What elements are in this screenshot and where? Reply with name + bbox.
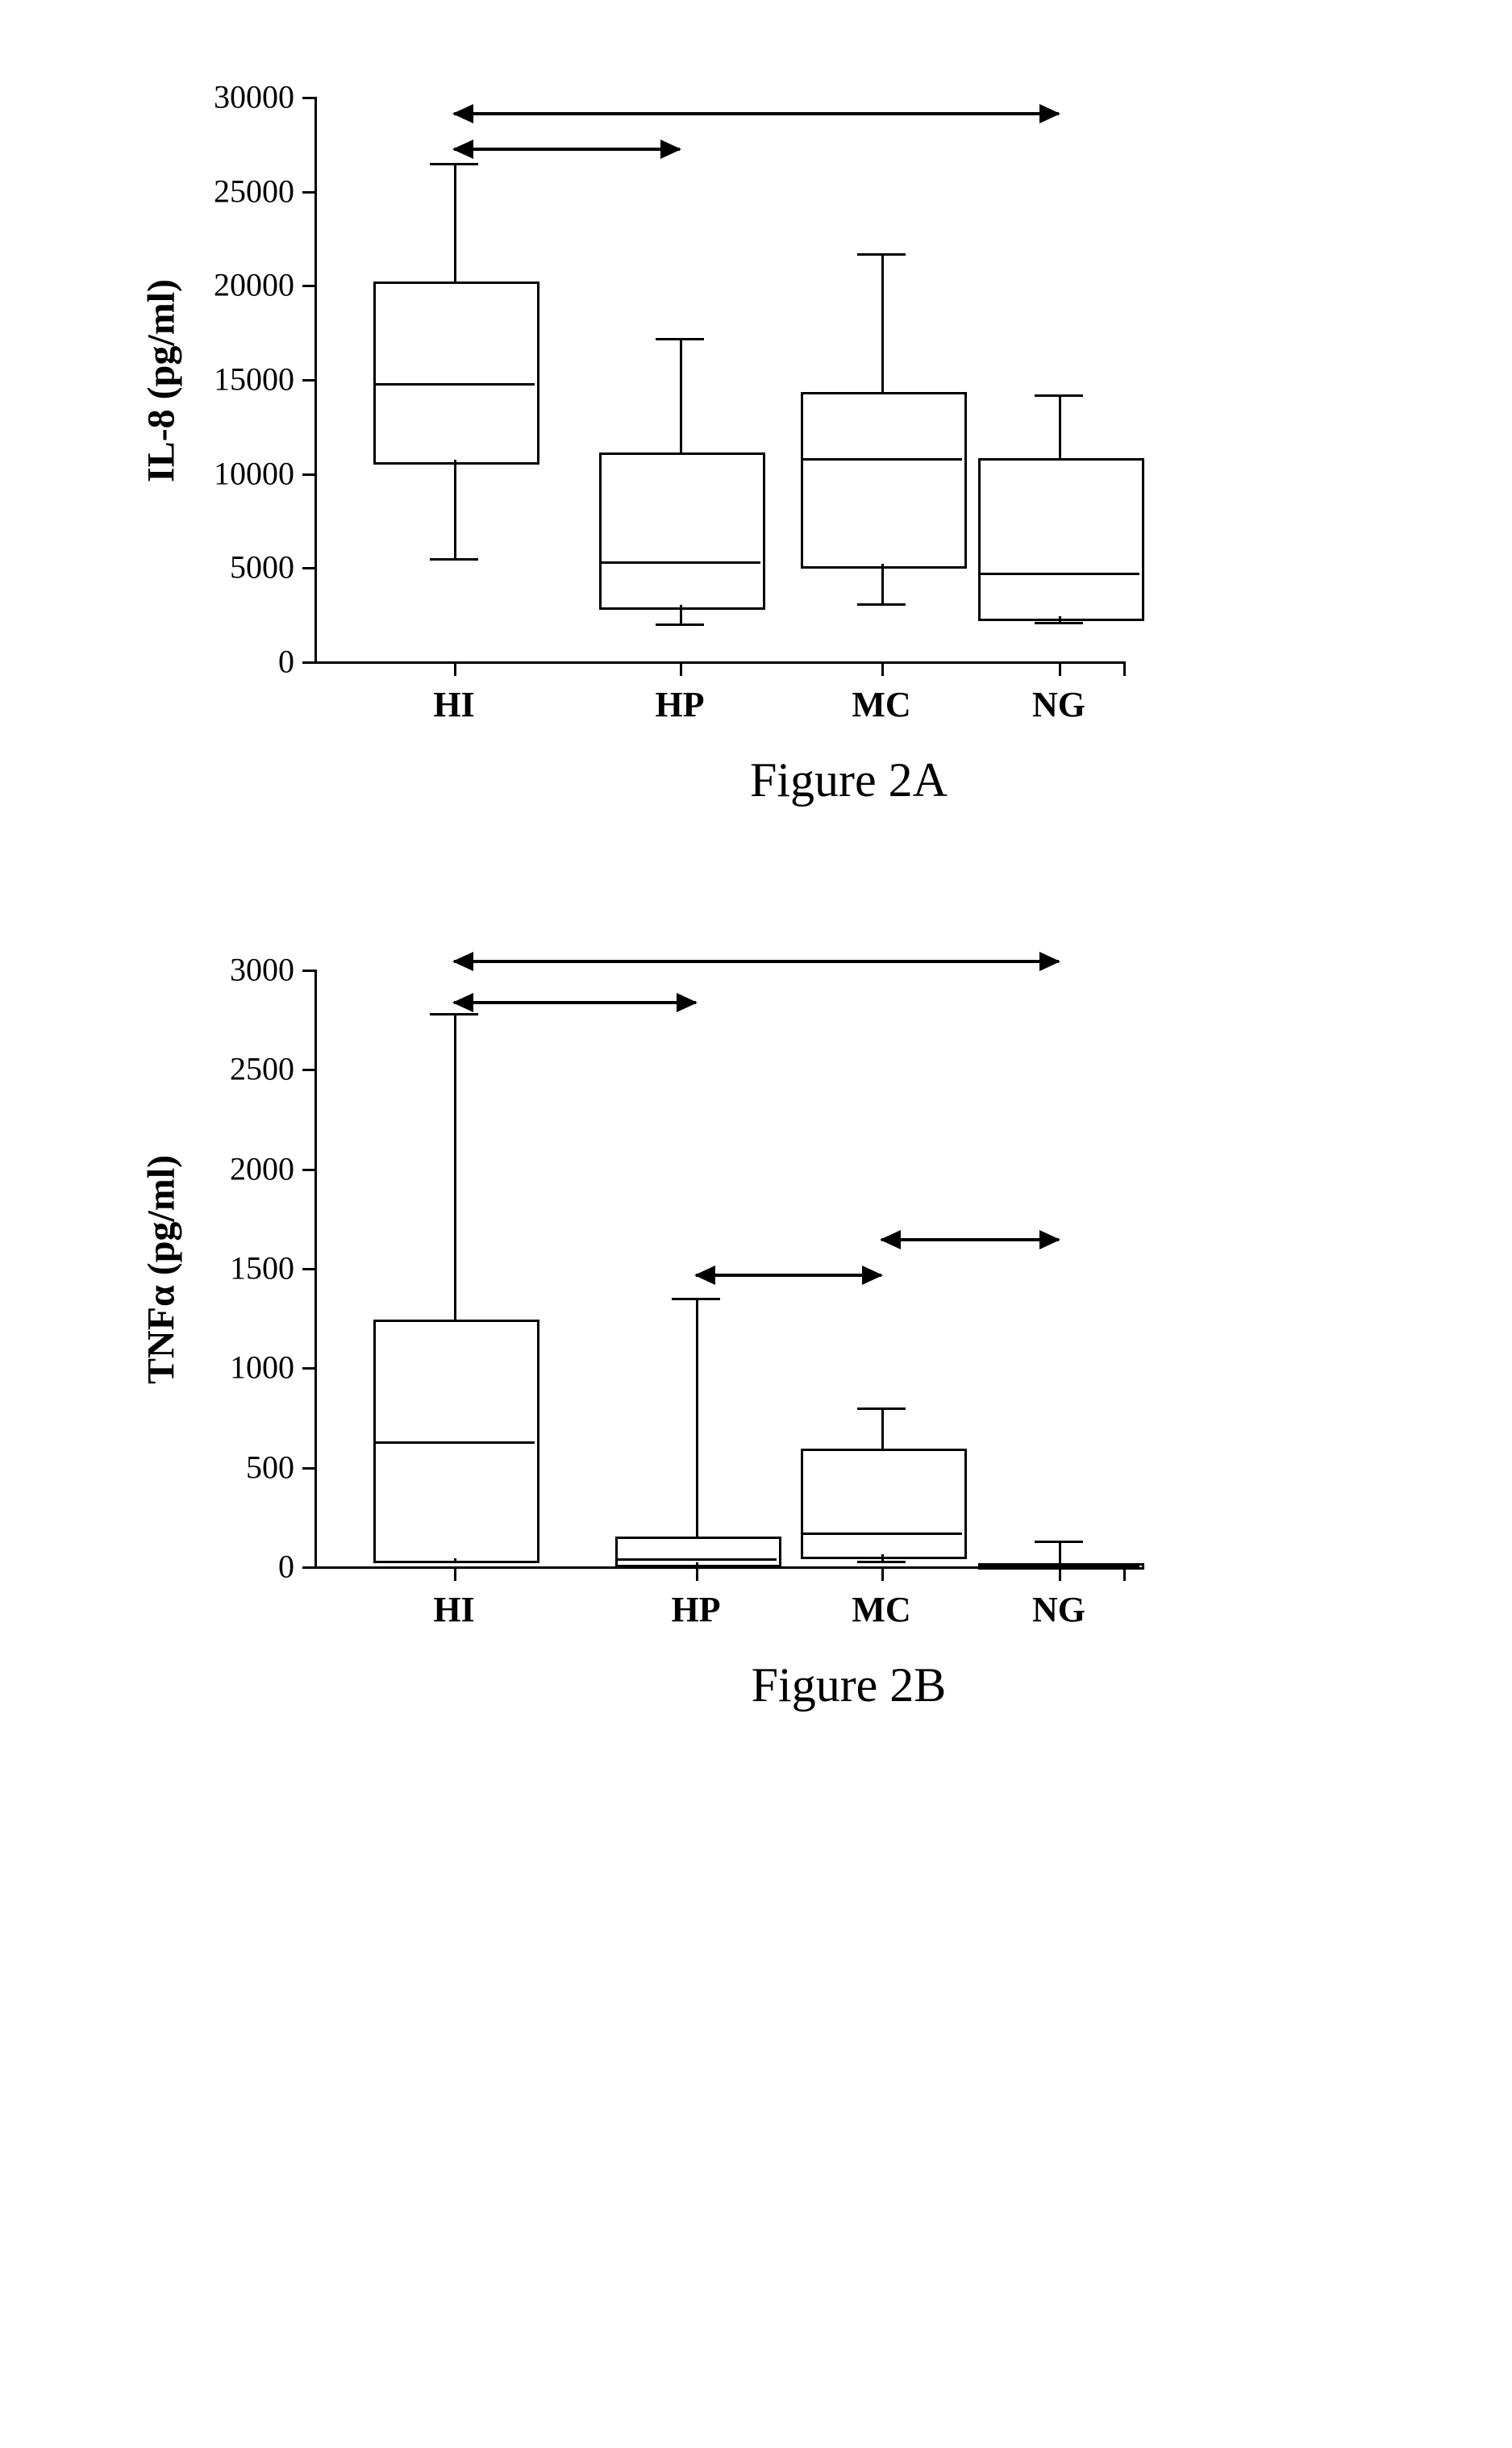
x-tick-label: NG — [1032, 1566, 1085, 1630]
whisker-cap — [430, 1561, 478, 1563]
median-line — [801, 1533, 962, 1535]
whisker-cap — [857, 253, 906, 256]
whisker-cap — [857, 603, 906, 606]
significance-arrow — [881, 1238, 1059, 1241]
whisker-cap — [857, 1407, 906, 1410]
x-tick-label: HP — [655, 661, 704, 725]
median-line — [801, 458, 962, 461]
y-axis-label-b: TNFα (pg/ml) — [140, 1154, 184, 1383]
box — [615, 1537, 781, 1567]
median-line — [615, 1558, 777, 1561]
median-line — [599, 561, 760, 564]
significance-arrow — [454, 148, 680, 151]
y-tick-label: 2000 — [230, 1149, 317, 1187]
y-tick-label: 2500 — [230, 1050, 317, 1088]
whisker-cap — [430, 1013, 478, 1015]
whisker — [1059, 616, 1061, 622]
whisker — [680, 605, 682, 623]
box — [801, 1449, 967, 1559]
box — [978, 458, 1144, 621]
whisker-cap — [656, 338, 704, 340]
whisker — [881, 1407, 884, 1449]
x-tick-label: NG — [1032, 661, 1085, 725]
box — [801, 392, 967, 568]
significance-arrow — [696, 1274, 881, 1277]
y-tick-label: 500 — [246, 1448, 317, 1486]
whisker-cap — [1035, 622, 1083, 624]
box — [599, 452, 765, 610]
whisker — [454, 460, 456, 557]
whisker — [454, 163, 456, 281]
figure-caption-b: Figure 2B — [153, 1658, 1512, 1713]
y-axis-label-a: IL-8 (pg/ml) — [140, 279, 184, 482]
chart-area-a: IL-8 (pg/ml) 050001000015000200002500030… — [314, 97, 1512, 664]
x-tick-label: HI — [433, 1566, 474, 1630]
y-tick-label: 5000 — [230, 548, 317, 586]
whisker — [881, 1554, 884, 1560]
y-tick-label: 25000 — [214, 172, 317, 210]
whisker-cap — [1035, 1541, 1083, 1543]
x-tick-label: HP — [671, 1566, 720, 1630]
y-tick-label: 0 — [278, 643, 317, 681]
whisker — [881, 253, 884, 393]
y-tick-label: 15000 — [214, 361, 317, 398]
whisker-cap — [1035, 1566, 1083, 1568]
whisker-cap — [672, 1565, 720, 1567]
x-tick-label: MC — [852, 661, 910, 725]
figure-caption-a: Figure 2A — [153, 753, 1512, 808]
whisker-cap — [430, 163, 478, 165]
whisker — [881, 564, 884, 603]
median-line — [373, 1441, 535, 1444]
x-tick-label: HI — [433, 661, 474, 725]
significance-arrow — [454, 960, 1059, 963]
chart-area-b: TNFα (pg/ml) 050010001500200025003000HIH… — [314, 970, 1512, 1569]
whisker-cap — [430, 558, 478, 561]
figure-2b: TNFα (pg/ml) 050010001500200025003000HIH… — [32, 970, 1512, 1713]
whisker-cap — [656, 623, 704, 626]
significance-arrow — [454, 1001, 696, 1004]
whisker — [454, 1013, 456, 1320]
y-tick-label: 20000 — [214, 266, 317, 304]
whisker-cap — [857, 1561, 906, 1563]
plot-box-b: 050010001500200025003000HIHPMCNG — [314, 970, 1123, 1569]
whisker — [1059, 394, 1061, 458]
median-line — [373, 383, 535, 386]
x-tick-label: MC — [852, 1566, 910, 1630]
median-line — [978, 573, 1139, 575]
significance-arrow — [454, 112, 1059, 115]
box — [373, 281, 539, 465]
whisker — [1059, 1541, 1061, 1563]
y-tick-label: 1500 — [230, 1249, 317, 1287]
whisker-cap — [1035, 394, 1083, 397]
y-tick-label: 30000 — [214, 78, 317, 116]
y-tick-label: 10000 — [214, 454, 317, 492]
whisker — [680, 338, 682, 452]
plot-box-a: 050001000015000200002500030000HIHPMCNG — [314, 97, 1123, 664]
whisker-cap — [672, 1298, 720, 1300]
x-axis-end-tick — [1123, 661, 1126, 676]
y-tick-label: 0 — [278, 1548, 317, 1586]
whisker — [696, 1298, 698, 1537]
y-tick-label: 3000 — [230, 951, 317, 989]
y-tick-label: 1000 — [230, 1349, 317, 1387]
figure-2a: IL-8 (pg/ml) 050001000015000200002500030… — [32, 97, 1512, 808]
